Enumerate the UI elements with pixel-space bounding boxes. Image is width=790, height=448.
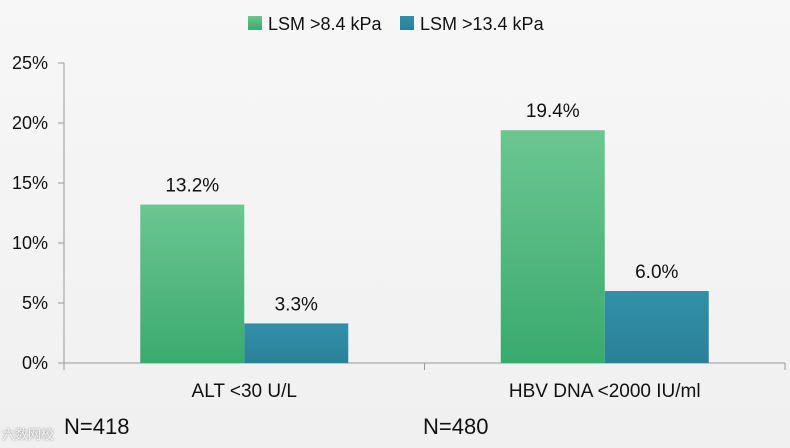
y-tick-label: 15% xyxy=(12,173,48,193)
data-label: 13.2% xyxy=(165,176,219,197)
bar-lsm-8-4-0 xyxy=(140,204,245,363)
legend-swatch xyxy=(400,16,414,30)
y-tick-label: 10% xyxy=(12,233,48,253)
data-label: 19.4% xyxy=(526,101,580,122)
bar-lsm-13-4-0 xyxy=(244,323,349,363)
y-tick-label: 5% xyxy=(22,293,48,313)
data-label: 3.3% xyxy=(275,294,318,315)
sample-size-alt: N=418 xyxy=(64,414,130,439)
legend-label: LSM >8.4 kPa xyxy=(268,14,383,34)
y-tick-label: 25% xyxy=(12,53,48,73)
bar-lsm-13-4-1 xyxy=(604,291,709,363)
bar-lsm-8-4-1 xyxy=(500,130,605,363)
sample-size-hbv: N=480 xyxy=(423,414,489,439)
y-tick-label: 0% xyxy=(22,353,48,373)
watermark-text: 六数网校 xyxy=(2,428,55,443)
data-label: 6.0% xyxy=(635,262,678,283)
legend-swatch xyxy=(248,16,262,30)
legend-label: LSM >13.4 kPa xyxy=(420,14,545,34)
x-category-label: ALT <30 U/L xyxy=(192,381,297,402)
y-tick-label: 20% xyxy=(12,113,48,133)
x-category-label: HBV DNA <2000 IU/ml xyxy=(509,381,701,402)
